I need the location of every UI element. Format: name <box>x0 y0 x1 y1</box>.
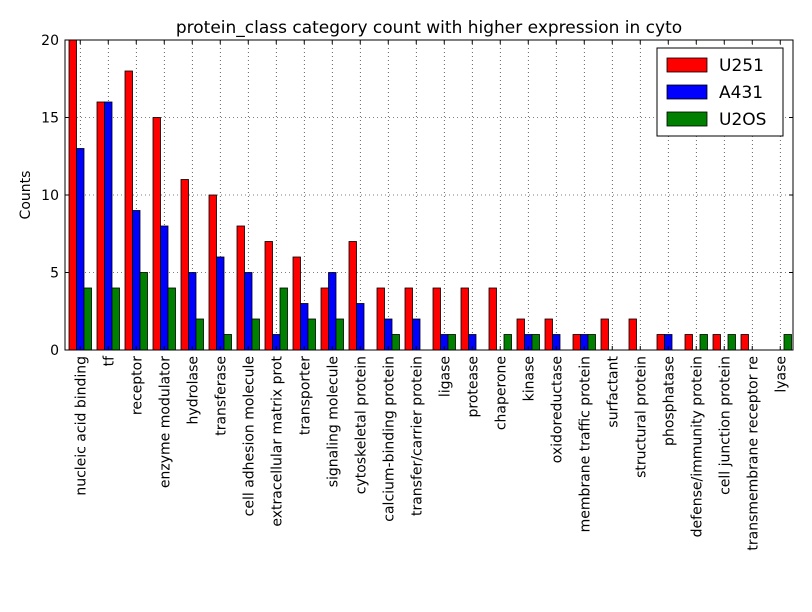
bar-u2os-11 <box>391 334 400 351</box>
bar-u251-10 <box>348 241 357 351</box>
bar-u2os-25 <box>783 334 792 351</box>
bar-a431-8 <box>300 303 309 351</box>
x-tick-label: tf <box>101 355 117 366</box>
y-axis-label: Counts <box>18 171 34 220</box>
bar-u251-4 <box>180 179 189 351</box>
x-tick-label: phosphatase <box>661 356 677 446</box>
bar-a431-6 <box>244 272 253 351</box>
bar-u251-0 <box>68 39 77 351</box>
legend-swatch-a431 <box>666 84 708 100</box>
bar-u2os-5 <box>223 334 232 351</box>
bar-u2os-2 <box>139 272 148 351</box>
x-tick-label: kinase <box>521 356 537 401</box>
bar-u251-8 <box>292 256 301 351</box>
y-tick-label: 15 <box>41 111 59 127</box>
x-axis: nucleic acid binding tf receptor enzyme mod… <box>73 40 789 551</box>
bar-u2os-1 <box>111 287 120 351</box>
bar-u2os-9 <box>335 318 344 351</box>
bar-u251-24 <box>740 334 749 351</box>
bar-u251-9 <box>320 287 329 351</box>
x-tick-label: lyase <box>773 356 789 393</box>
bar-a431-0 <box>76 148 85 351</box>
x-tick-label: cell adhesion molecule <box>241 356 257 516</box>
bar-a431-5 <box>216 256 225 351</box>
legend-swatch-u2os <box>666 111 708 127</box>
x-tick-label: nucleic acid binding <box>73 356 89 496</box>
x-tick-label: structural protein <box>633 356 649 478</box>
bar-u251-17 <box>544 318 553 351</box>
bar-u251-22 <box>684 334 693 351</box>
bar-u2os-6 <box>251 318 260 351</box>
x-tick-label: cytoskeletal protein <box>353 356 369 494</box>
x-tick-label: ligase <box>437 356 453 397</box>
legend-label-u2os: U2OS <box>719 110 766 130</box>
x-tick-label: chaperone <box>493 356 509 430</box>
x-tick-label: protease <box>465 356 481 418</box>
bar-u251-14 <box>460 287 469 351</box>
chart-title: protein_class category count with higher… <box>176 18 682 38</box>
bar-u251-12 <box>404 287 413 351</box>
bar-u251-21 <box>656 334 665 351</box>
legend: U251 A431 U2OS <box>656 47 784 137</box>
bar-u2os-4 <box>195 318 204 351</box>
bar-u251-23 <box>712 334 721 351</box>
bar-a431-4 <box>188 272 197 351</box>
bar-u2os-8 <box>307 318 316 351</box>
bar-u251-3 <box>152 117 161 351</box>
bar-u251-7 <box>264 241 273 351</box>
x-tick-label: defense/immunity protein <box>689 356 705 537</box>
bar-u251-18 <box>572 334 581 351</box>
y-tick-label: 10 <box>41 188 59 204</box>
y-tick-label: 5 <box>50 266 59 282</box>
bar-a431-11 <box>384 318 393 351</box>
bar-u251-19 <box>600 318 609 351</box>
x-tick-label: receptor <box>129 356 145 415</box>
bar-u251-13 <box>432 287 441 351</box>
bar-a431-3 <box>160 225 169 351</box>
x-tick-label: membrane traffic protein <box>577 356 593 532</box>
x-tick-label: oxidoreductase <box>549 356 565 463</box>
bar-u2os-3 <box>167 287 176 351</box>
bar-u2os-18 <box>587 334 596 351</box>
y-tick-label: 20 <box>41 33 59 49</box>
bar-a431-10 <box>356 303 365 351</box>
legend-swatch-u251 <box>666 57 708 73</box>
x-tick-label: cell junction protein <box>717 356 733 495</box>
y-tick-label: 0 <box>50 343 59 359</box>
bar-u2os-13 <box>447 334 456 351</box>
bar-u251-5 <box>208 194 217 351</box>
bar-u2os-22 <box>699 334 708 351</box>
bar-u2os-23 <box>727 334 736 351</box>
y-axis: 0 5 10 15 20 <box>41 33 793 359</box>
legend-label-a431: A431 <box>719 83 763 103</box>
bar-u251-20 <box>628 318 637 351</box>
bar-u2os-7 <box>279 287 288 351</box>
bar-u251-11 <box>376 287 385 351</box>
x-tick-label: hydrolase <box>185 356 201 424</box>
x-tick-label: transporter <box>297 356 313 435</box>
x-tick-label: transferase <box>213 356 229 436</box>
bar-a431-9 <box>328 272 337 351</box>
bar-u2os-15 <box>503 334 512 351</box>
bar-u251-6 <box>236 225 245 351</box>
bar-u2os-16 <box>531 334 540 351</box>
legend-label-u251: U251 <box>719 56 764 76</box>
x-tick-label: surfactant <box>605 355 621 427</box>
bar-u251-2 <box>124 70 133 351</box>
x-tick-label: signaling molecule <box>325 356 341 487</box>
x-tick-label: enzyme modulator <box>157 356 173 488</box>
bar-a431-2 <box>132 210 141 351</box>
bar-u2os-0 <box>83 287 92 351</box>
x-tick-label: calcium-binding protein <box>381 356 397 522</box>
bar-u251-1 <box>96 101 105 351</box>
x-tick-label: transfer/carrier protein <box>409 356 425 516</box>
bar-a431-1 <box>104 101 113 351</box>
bar-u251-16 <box>516 318 525 351</box>
x-tick-label: extracellular matrix prot <box>269 355 285 526</box>
x-tick-label: transmembrane receptor re <box>745 356 761 551</box>
bar-a431-12 <box>412 318 421 351</box>
bar-u251-15 <box>488 287 497 351</box>
